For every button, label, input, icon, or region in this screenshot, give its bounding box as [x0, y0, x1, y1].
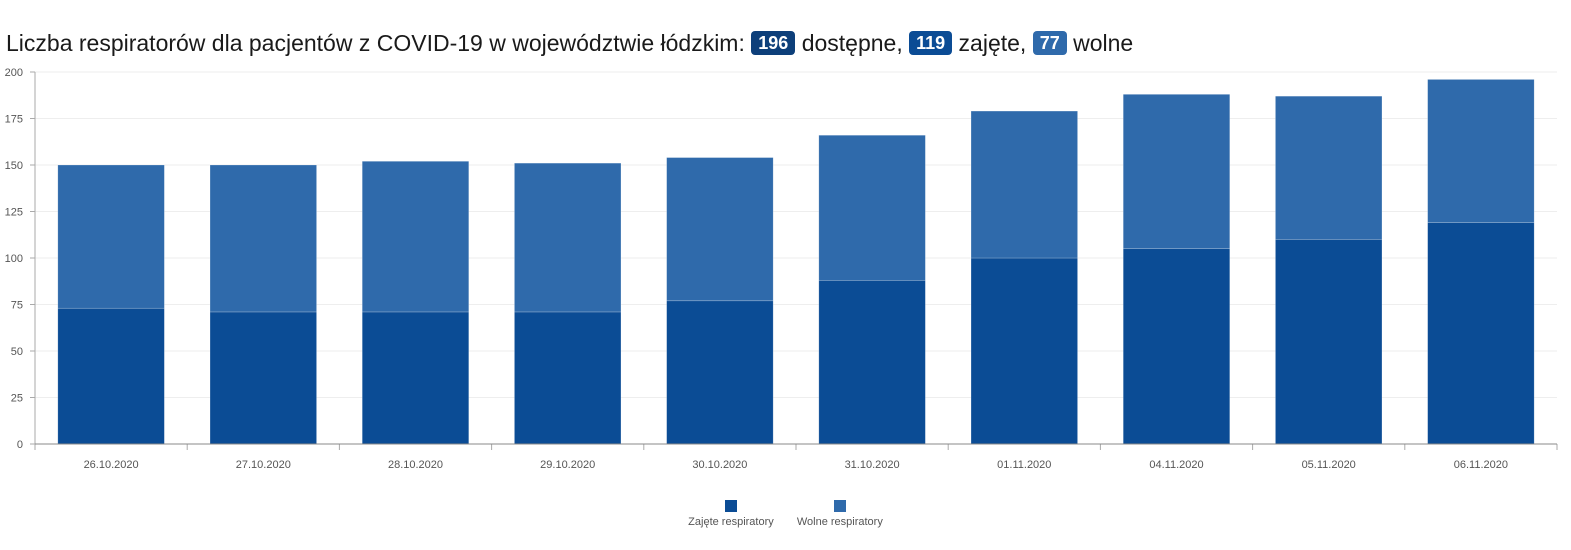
bar-free[interactable]: [970, 110, 1078, 259]
title-prefix: Liczba respiratorów dla pacjentów z COVI…: [6, 30, 745, 56]
legend-swatch-occupied: [724, 500, 737, 512]
x-tick-label: 26.10.2020: [84, 459, 139, 471]
legend-label-free: Wolne respiratory: [796, 516, 883, 528]
occupied-badge: 119: [909, 31, 953, 55]
x-tick-label: 04.11.2020: [1149, 459, 1203, 471]
legend-swatch-free: [833, 500, 846, 512]
x-tick-label: 30.10.2020: [692, 459, 747, 471]
bar-occupied[interactable]: [666, 300, 774, 445]
legend-item-free[interactable]: Wolne respiratory: [797, 500, 883, 528]
bar-occupied[interactable]: [970, 257, 1078, 445]
bar-free[interactable]: [209, 164, 317, 313]
bar-free[interactable]: [1122, 94, 1231, 250]
free-label: wolne: [1073, 30, 1134, 56]
bar-free[interactable]: [514, 162, 622, 313]
bar-free[interactable]: [361, 160, 470, 313]
y-tick-label: 25: [11, 393, 23, 405]
legend-label-occupied: Zajęte respiratory: [688, 516, 774, 528]
occupied-label: zajęte,: [958, 30, 1027, 56]
bar-free[interactable]: [1275, 95, 1383, 240]
y-tick-label: 50: [11, 346, 23, 358]
bar-free[interactable]: [666, 157, 774, 302]
stacked-bar-chart: 0 25 50 75 100 125 150 175 200 26.10.2020 27.10.20…: [5, 67, 1558, 471]
bar-occupied[interactable]: [361, 311, 470, 445]
chart-legend: Zajęte respiratory Wolne respiratory: [0, 500, 1571, 528]
y-tick-label: 200: [5, 67, 23, 79]
available-badge: 196: [751, 31, 796, 55]
free-badge: 77: [1032, 31, 1067, 55]
x-tick-label: 28.10.2020: [388, 459, 443, 471]
x-tick-label: 29.10.2020: [540, 459, 595, 471]
bar-occupied[interactable]: [209, 311, 317, 445]
y-tick-label: 0: [17, 439, 23, 451]
available-label: dostępne,: [801, 30, 903, 56]
bar-occupied[interactable]: [1275, 239, 1383, 445]
x-tick-label: 05.11.2020: [1302, 459, 1356, 471]
legend-item-occupied[interactable]: Zajęte respiratory: [688, 500, 774, 528]
y-tick-label: 125: [5, 207, 23, 219]
bar-free[interactable]: [57, 164, 165, 309]
x-tick-label: 06.11.2020: [1454, 459, 1508, 471]
bar-free[interactable]: [1427, 79, 1535, 223]
x-tick-label: 31.10.2020: [845, 459, 900, 471]
bar-occupied[interactable]: [514, 311, 622, 445]
bar-occupied[interactable]: [57, 307, 165, 445]
bar-occupied[interactable]: [1427, 222, 1535, 445]
x-tick-label: 01.11.2020: [997, 459, 1051, 471]
x-tick-label: 27.10.2020: [236, 459, 291, 471]
chart-title: Liczba respiratorów dla pacjentów z COVI…: [6, 26, 1133, 60]
y-tick-label: 175: [5, 114, 23, 126]
y-tick-label: 100: [5, 253, 23, 265]
bar-free[interactable]: [818, 134, 926, 281]
y-tick-label: 150: [5, 160, 23, 172]
bar-occupied[interactable]: [1122, 248, 1231, 445]
bar-occupied[interactable]: [818, 280, 926, 445]
y-tick-label: 75: [11, 300, 23, 312]
